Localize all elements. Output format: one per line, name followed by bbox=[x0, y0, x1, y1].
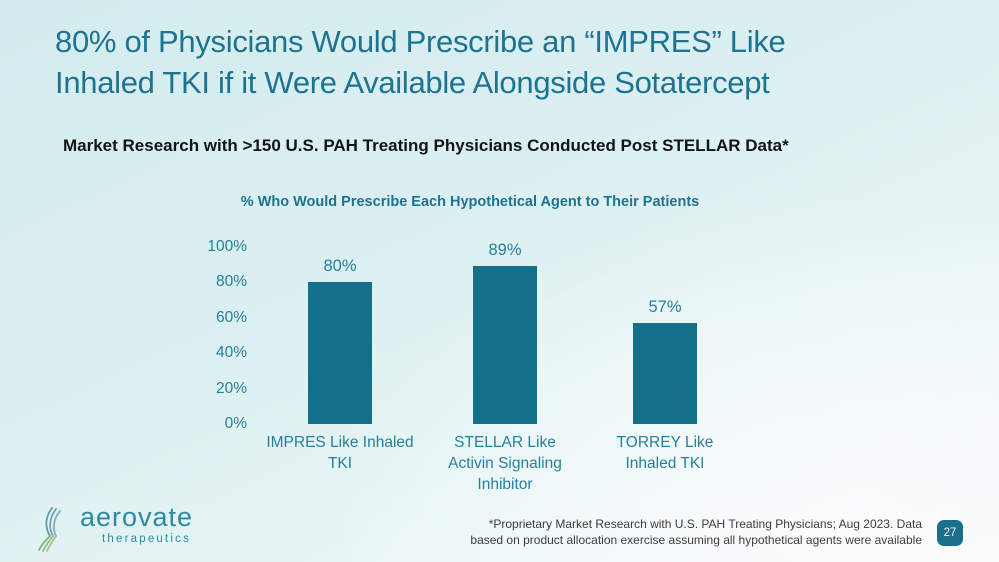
page-number: 27 bbox=[943, 527, 957, 539]
aerovate-leaf-icon bbox=[38, 506, 74, 557]
logo-text: aerovate therapeutics bbox=[80, 502, 194, 546]
slide-subtitle: Market Research with >150 U.S. PAH Treat… bbox=[63, 136, 789, 155]
y-axis-tick-label: 40% bbox=[215, 344, 247, 362]
slide-footnote: *Proprietary Market Research with U.S. P… bbox=[470, 517, 922, 548]
bar bbox=[308, 282, 372, 424]
y-axis-tick-label: 80% bbox=[215, 273, 247, 291]
logo-name: aerovate bbox=[80, 502, 194, 532]
bar-category-label: STELLAR Like Activin Signaling Inhibitor bbox=[448, 434, 562, 493]
y-axis-tick-label: 100% bbox=[207, 238, 247, 255]
bar-value-label: 80% bbox=[323, 257, 357, 276]
chart-title: % Who Would Prescribe Each Hypothetical … bbox=[240, 194, 700, 210]
y-axis-tick-label: 60% bbox=[215, 308, 247, 326]
logo-tagline: therapeutics bbox=[102, 533, 192, 545]
bar-value-label: 89% bbox=[488, 241, 522, 260]
bar-value-label: 57% bbox=[648, 298, 682, 317]
bar bbox=[633, 323, 697, 424]
aerovate-logo: aerovate therapeutics bbox=[38, 504, 193, 557]
bar-category-label: IMPRES Like Inhaled TKI bbox=[266, 434, 414, 472]
bar-category-label: TORREY Like Inhaled TKI bbox=[616, 434, 714, 472]
y-axis-tick-label: 0% bbox=[224, 415, 247, 432]
bar bbox=[473, 266, 537, 424]
slide-title: 80% of Physicians Would Prescribe an “IM… bbox=[55, 24, 786, 100]
page-number-badge: 27 bbox=[937, 520, 963, 546]
y-axis-tick-label: 20% bbox=[215, 379, 247, 397]
